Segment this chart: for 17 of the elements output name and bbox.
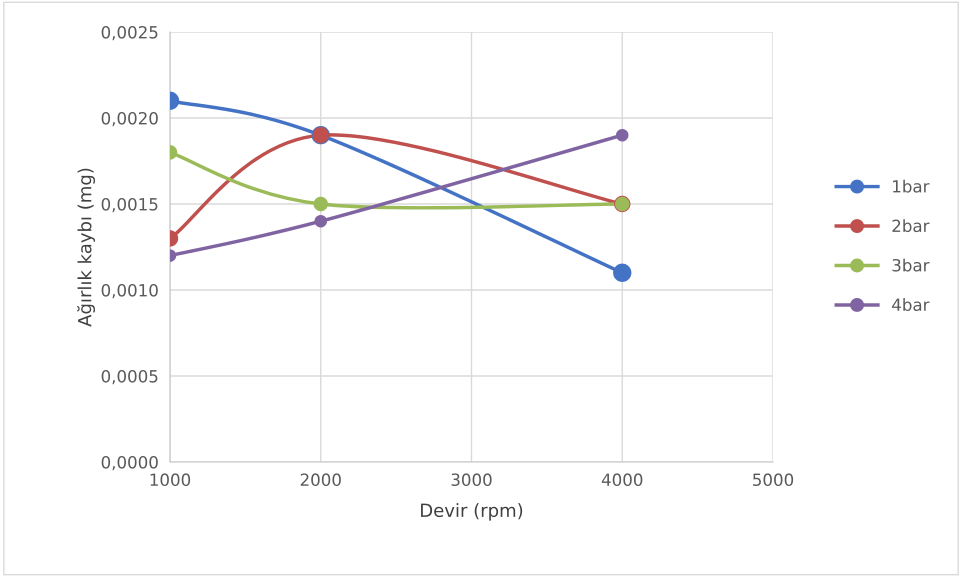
x-tick-label: 5000 [753, 473, 794, 486]
y-tick-label: 0,0010 [102, 284, 158, 298]
x-axis-title: Devir (rpm) [421, 503, 522, 521]
x-tick-label: 3000 [452, 473, 492, 486]
y-tick-label: 0,0015 [102, 198, 158, 212]
y-tick-label: 0,0025 [102, 26, 158, 40]
legend-label: 2bar [892, 219, 930, 232]
x-tick-label: 4000 [602, 473, 642, 486]
y-tick-label: 0,0005 [102, 370, 158, 384]
legend-label: 3bar [892, 258, 930, 272]
legend-label: 4bar [892, 298, 930, 312]
x-tick-label: 1000 [150, 473, 190, 486]
y-tick-label: 0,0000 [102, 456, 158, 470]
y-tick-label: 0,0020 [102, 112, 158, 126]
x-tick-label: 2000 [300, 473, 341, 486]
legend-label: 1bar [893, 180, 930, 193]
y-axis-title: Ağırlık kaybı (mg) [77, 168, 96, 327]
